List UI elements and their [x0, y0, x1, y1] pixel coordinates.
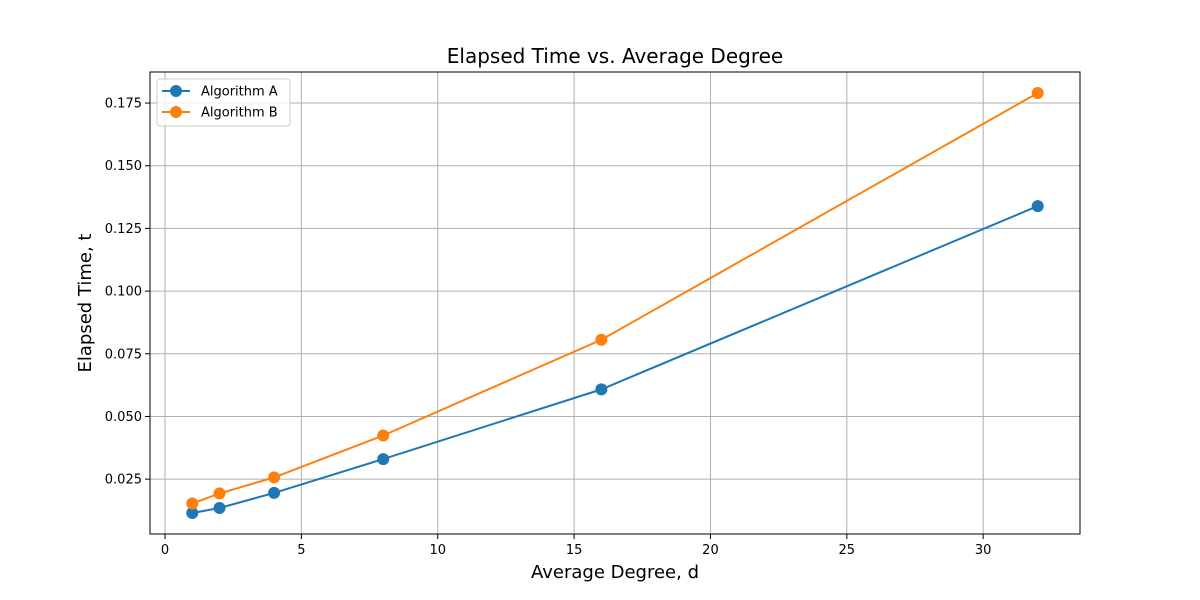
- data-point-algorithm-a: [186, 506, 199, 519]
- data-point-algorithm-b: [1031, 87, 1044, 100]
- x-tick-label: 5: [297, 543, 305, 558]
- y-tick-label: 0.125: [105, 222, 142, 237]
- series-layer: [186, 87, 1044, 519]
- data-point-algorithm-a: [1031, 200, 1044, 213]
- legend-label-algorithm-a: Algorithm A: [201, 85, 278, 100]
- y-tick-label: 0.025: [105, 473, 142, 488]
- data-point-algorithm-a: [377, 453, 390, 466]
- legend-box: [156, 78, 291, 127]
- grid-layer: [150, 72, 1080, 534]
- x-tick-label: 10: [429, 543, 446, 558]
- y-axis-label: Elapsed Time, t: [75, 234, 96, 373]
- plot-area-frame: [149, 71, 1081, 535]
- data-point-algorithm-b: [377, 429, 390, 442]
- legend: Algorithm A Algorithm B: [156, 78, 291, 127]
- data-point-algorithm-b: [268, 471, 281, 484]
- x-tick-label: 0: [161, 543, 169, 558]
- data-point-algorithm-b: [595, 333, 608, 346]
- data-point-algorithm-b: [186, 497, 199, 510]
- y-tick-label: 0.050: [105, 410, 142, 425]
- legend-marker-algorithm-b: [170, 106, 182, 118]
- y-tick-label: 0.100: [105, 285, 142, 300]
- data-point-algorithm-a: [595, 383, 608, 396]
- y-tick-label: 0.075: [105, 347, 142, 362]
- y-tick-label: 0.150: [105, 159, 142, 174]
- y-tick-label: 0.175: [105, 97, 142, 112]
- x-axis-label: Average Degree, d: [531, 562, 699, 583]
- chart-title: Elapsed Time vs. Average Degree: [447, 44, 783, 68]
- x-tick-label: 20: [702, 543, 719, 558]
- legend-marker-algorithm-a: [170, 85, 182, 97]
- x-tick-label: 15: [566, 543, 583, 558]
- legend-label-algorithm-b: Algorithm B: [201, 106, 278, 121]
- x-tick-label: 30: [975, 543, 992, 558]
- data-point-algorithm-a: [268, 486, 281, 499]
- data-point-algorithm-a: [213, 501, 226, 514]
- x-tick-label: 25: [839, 543, 856, 558]
- data-point-algorithm-b: [213, 487, 226, 500]
- tick-layer: 0 5 10 15 20 25 30 0.025 0.050 0.075 0.100 0.125 0.1…: [105, 97, 992, 558]
